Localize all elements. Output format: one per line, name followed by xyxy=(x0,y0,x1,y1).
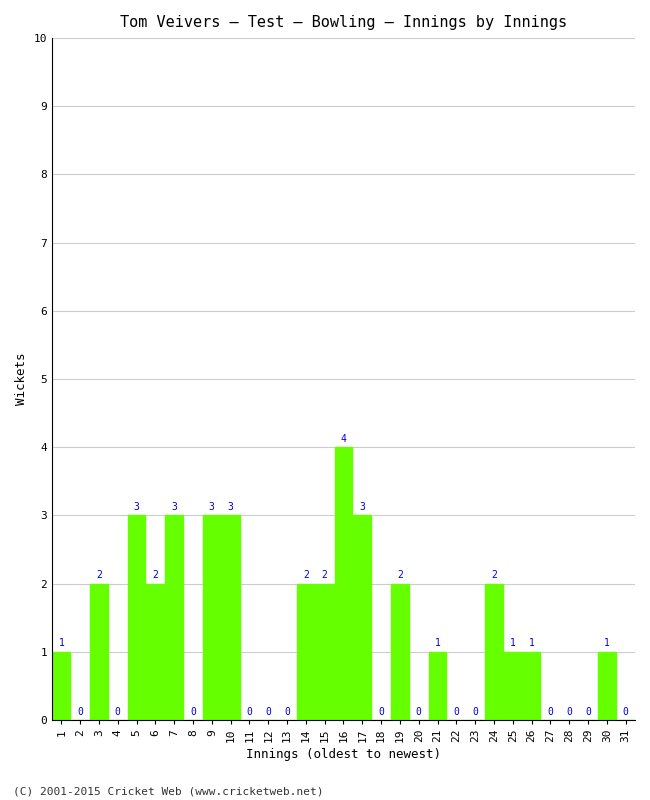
Bar xyxy=(53,652,70,720)
Text: 0: 0 xyxy=(454,706,460,717)
Text: 2: 2 xyxy=(491,570,497,580)
Bar xyxy=(127,515,146,720)
Text: 2: 2 xyxy=(303,570,309,580)
Title: Tom Veivers – Test – Bowling – Innings by Innings: Tom Veivers – Test – Bowling – Innings b… xyxy=(120,15,567,30)
Text: 3: 3 xyxy=(227,502,233,512)
Text: 0: 0 xyxy=(284,706,290,717)
Text: 0: 0 xyxy=(623,706,629,717)
Text: 1: 1 xyxy=(435,638,441,648)
Text: 1: 1 xyxy=(604,638,610,648)
Text: 0: 0 xyxy=(115,706,121,717)
Bar xyxy=(391,583,409,720)
Text: 3: 3 xyxy=(359,502,365,512)
Bar xyxy=(523,652,541,720)
Text: 0: 0 xyxy=(566,706,572,717)
Text: 2: 2 xyxy=(153,570,159,580)
Text: 0: 0 xyxy=(416,706,422,717)
Text: 0: 0 xyxy=(585,706,591,717)
Bar xyxy=(146,583,164,720)
Text: 1: 1 xyxy=(528,638,534,648)
Text: (C) 2001-2015 Cricket Web (www.cricketweb.net): (C) 2001-2015 Cricket Web (www.cricketwe… xyxy=(13,786,324,796)
Bar xyxy=(485,583,503,720)
Bar xyxy=(354,515,371,720)
Text: 3: 3 xyxy=(171,502,177,512)
Bar xyxy=(165,515,183,720)
Y-axis label: Wickets: Wickets xyxy=(15,353,28,406)
Bar xyxy=(90,583,108,720)
Text: 2: 2 xyxy=(397,570,403,580)
Text: 0: 0 xyxy=(547,706,553,717)
Bar xyxy=(222,515,240,720)
Bar xyxy=(504,652,522,720)
X-axis label: Innings (oldest to newest): Innings (oldest to newest) xyxy=(246,748,441,761)
Text: 4: 4 xyxy=(341,434,346,444)
Bar xyxy=(203,515,221,720)
Text: 3: 3 xyxy=(209,502,214,512)
Text: 1: 1 xyxy=(58,638,64,648)
Bar xyxy=(335,447,352,720)
Text: 3: 3 xyxy=(134,502,140,512)
Bar xyxy=(598,652,616,720)
Text: 0: 0 xyxy=(246,706,252,717)
Bar xyxy=(297,583,315,720)
Text: 0: 0 xyxy=(472,706,478,717)
Text: 2: 2 xyxy=(322,570,328,580)
Text: 0: 0 xyxy=(77,706,83,717)
Bar xyxy=(428,652,447,720)
Text: 0: 0 xyxy=(190,706,196,717)
Text: 2: 2 xyxy=(96,570,102,580)
Bar xyxy=(316,583,333,720)
Text: 0: 0 xyxy=(265,706,271,717)
Text: 1: 1 xyxy=(510,638,515,648)
Text: 0: 0 xyxy=(378,706,384,717)
